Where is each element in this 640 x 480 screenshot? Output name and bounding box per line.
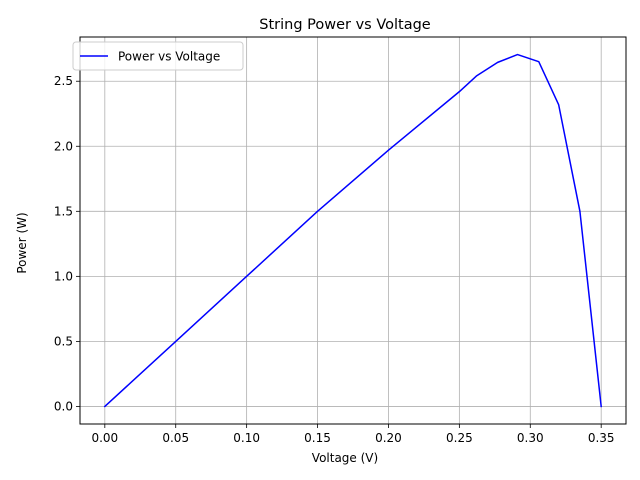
y-axis-title: Power (W) [15,212,29,273]
x-tick-label: 0.20 [375,431,402,445]
y-tick-label: 0.5 [54,334,73,348]
y-axis-ticks: 0.0 0.5 1.0 1.5 2.0 2.5 [54,74,80,413]
x-tick-label: 0.25 [446,431,473,445]
legend: Power vs Voltage [72,41,244,71]
series-line-power-vs-voltage [103,53,603,408]
x-axis-ticks: 0.00 0.05 0.10 0.15 0.20 0.25 0.30 0.35 [91,424,615,445]
legend-box [72,41,244,71]
y-tick-label: 2.0 [54,139,73,153]
x-tick-label: 0.00 [91,431,118,445]
y-tick-label: 0.0 [54,399,73,413]
plot-frame [79,36,627,425]
y-tick-label: 1.5 [54,204,73,218]
y-tick-label: 2.5 [54,74,73,88]
x-tick-label: 0.05 [162,431,189,445]
grid [80,37,626,424]
x-tick-label: 0.15 [304,431,331,445]
chart-title: String Power vs Voltage [259,17,431,33]
x-axis-title: Voltage (V) [312,451,378,465]
x-tick-label: 0.35 [588,431,615,445]
x-tick-label: 0.30 [517,431,544,445]
legend-label-power-vs-voltage: Power vs Voltage [118,50,220,64]
x-tick-label: 0.10 [233,431,260,445]
y-tick-label: 1.0 [54,269,73,283]
series-layer [103,53,603,408]
